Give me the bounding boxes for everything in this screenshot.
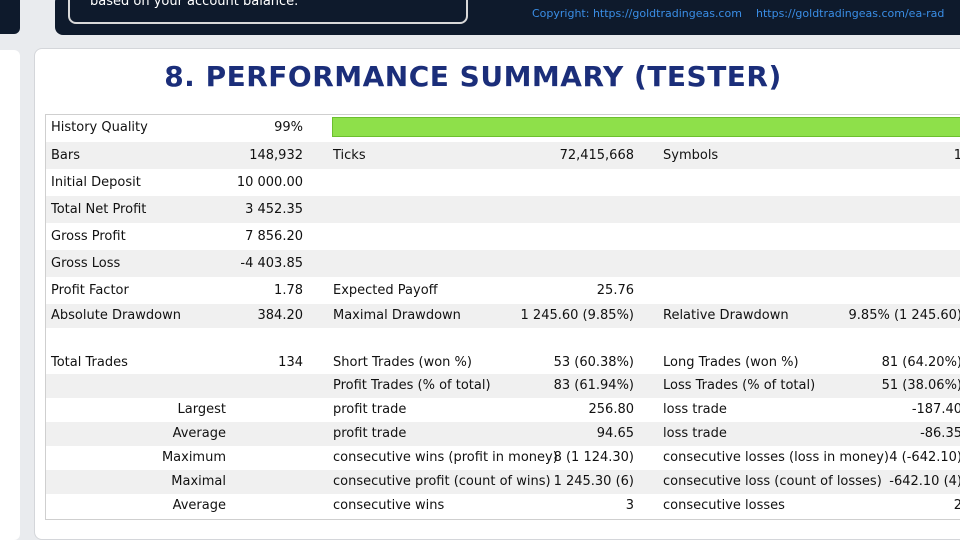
cell-label: Average xyxy=(172,426,226,441)
cell-label: profit trade xyxy=(333,426,407,441)
cell-label: History Quality xyxy=(51,120,148,135)
table-row: Total Net Profit 3 452.35 xyxy=(46,196,960,223)
cell-value: 53 (60.38%) xyxy=(553,355,634,370)
banner xyxy=(55,0,960,35)
cell-value: 10 000.00 xyxy=(236,174,303,190)
cell-value: 1.78 xyxy=(274,282,303,298)
cell-value: 1 245.30 (6) xyxy=(553,474,634,489)
table-row: Initial Deposit 10 000.00 xyxy=(46,169,960,196)
cell-value: 2 xyxy=(953,498,960,513)
cell-value: 94.65 xyxy=(596,426,634,441)
cell-label: loss trade xyxy=(663,402,727,417)
table-row: Profit Factor 1.78 Expected Payoff 25.76 xyxy=(46,277,960,304)
table-row: Gross Loss -4 403.85 xyxy=(46,250,960,277)
cell-value: -86.35 xyxy=(920,426,960,441)
cell-value: -187.40 xyxy=(911,402,960,417)
link[interactable]: https://goldtradingeas.com/ea-rad xyxy=(756,7,945,20)
cell-label: consecutive losses xyxy=(663,498,785,513)
table-row: Maximum consecutive wins (profit in money… xyxy=(46,446,960,470)
cell-label: Total Trades xyxy=(51,355,128,370)
cell-label: Initial Deposit xyxy=(51,174,141,190)
cell-value: 4 (-642.10) xyxy=(889,450,960,465)
table-row: Largest profit trade 256.80 loss trade -187.… xyxy=(46,398,960,422)
cell-value: 256.80 xyxy=(588,402,635,417)
table-row: Absolute Drawdown 384.20 Maximal Drawdown 1… xyxy=(46,304,960,328)
cell-value: 51 (38.06%) xyxy=(881,378,960,393)
cell-label: Average xyxy=(172,498,226,513)
table-row: Average consecutive wins 3 consecutive loss… xyxy=(46,494,960,518)
cell-value: 81 (64.20%) xyxy=(881,355,960,370)
cell-label: profit trade xyxy=(333,402,407,417)
cell-value: 134 xyxy=(278,355,303,370)
cell-label: consecutive losses (loss in money) xyxy=(663,450,889,465)
cell-label: Expected Payoff xyxy=(333,282,438,298)
cell-label: consecutive profit (count of wins) xyxy=(333,474,551,489)
cell-label: loss trade xyxy=(663,426,727,441)
section-title: 8. PERFORMANCE SUMMARY (TESTER) xyxy=(164,60,782,93)
table-row: History Quality 99% xyxy=(46,115,960,141)
cell-label: Loss Trades (% of total) xyxy=(663,378,816,393)
cell-label: Maximal Drawdown xyxy=(333,308,461,323)
cell-value: 9.85% (1 245.60) xyxy=(848,308,960,323)
cell-label: consecutive loss (count of losses) xyxy=(663,474,882,489)
cell-value: 99% xyxy=(274,120,303,135)
note-box xyxy=(68,0,468,24)
cell-label: consecutive wins (profit in money) xyxy=(333,450,558,465)
cell-label: Profit Trades (% of total) xyxy=(333,378,491,393)
cell-label: Ticks xyxy=(333,147,366,163)
cell-label: Maximum xyxy=(161,450,226,465)
cell-value: -642.10 (4) xyxy=(889,474,960,489)
cell-label: Absolute Drawdown xyxy=(51,308,181,323)
cell-label: Largest xyxy=(177,402,226,417)
table-row: Total Trades 134 Short Trades (won %) 53 (6… xyxy=(46,351,960,375)
cell-value: 3 xyxy=(625,498,634,513)
cell-value: 72,415,668 xyxy=(559,147,634,163)
cell-label: Total Net Profit xyxy=(51,201,147,217)
cell-value: 83 (61.94%) xyxy=(553,378,634,393)
table-row: Bars 148,932 Ticks 72,415,668 Symbols 1 xyxy=(46,142,960,169)
cell-label: Short Trades (won %) xyxy=(333,355,472,370)
quality-bar xyxy=(332,117,960,137)
cell-label: Gross Loss xyxy=(51,255,121,271)
cell-label: Gross Profit xyxy=(51,228,126,244)
cell-value: 25.76 xyxy=(596,282,634,298)
cell-value: 384.20 xyxy=(257,308,304,323)
table-row: Maximal consecutive profit (count of wins… xyxy=(46,470,960,494)
copyright[interactable]: Copyright: https://goldtradingeas.com xyxy=(532,7,742,20)
cell-label: Maximal xyxy=(171,474,226,489)
cell-value: 1 xyxy=(953,147,960,163)
cell-label: Relative Drawdown xyxy=(663,308,789,323)
side-panel xyxy=(0,50,20,540)
cell-value: 148,932 xyxy=(249,147,303,163)
cell-value: 3 452.35 xyxy=(245,201,303,217)
cell-label: Symbols xyxy=(663,147,719,163)
table-row: Profit Trades (% of total) 83 (61.94%) Los… xyxy=(46,374,960,398)
cell-label: consecutive wins xyxy=(333,498,445,513)
cell-value: -4 403.85 xyxy=(240,255,303,271)
table-row: Average profit trade 94.65 loss trade -86.35 xyxy=(46,422,960,446)
cell-label: Bars xyxy=(51,147,81,163)
table-row: Gross Profit 7 856.20 xyxy=(46,223,960,250)
cell-value: 7 856.20 xyxy=(245,228,303,244)
cell-value: 8 (1 124.30) xyxy=(553,450,634,465)
cell-value: 1 245.60 (9.85%) xyxy=(520,308,634,323)
side-header xyxy=(0,0,20,34)
summary-table: History Quality 99% Bars 148,932 Ticks 72,415… xyxy=(45,114,960,520)
cell-label: Profit Factor xyxy=(51,282,129,298)
banner-note: based on your account balance. xyxy=(90,0,299,9)
cell-label: Long Trades (won %) xyxy=(663,355,799,370)
